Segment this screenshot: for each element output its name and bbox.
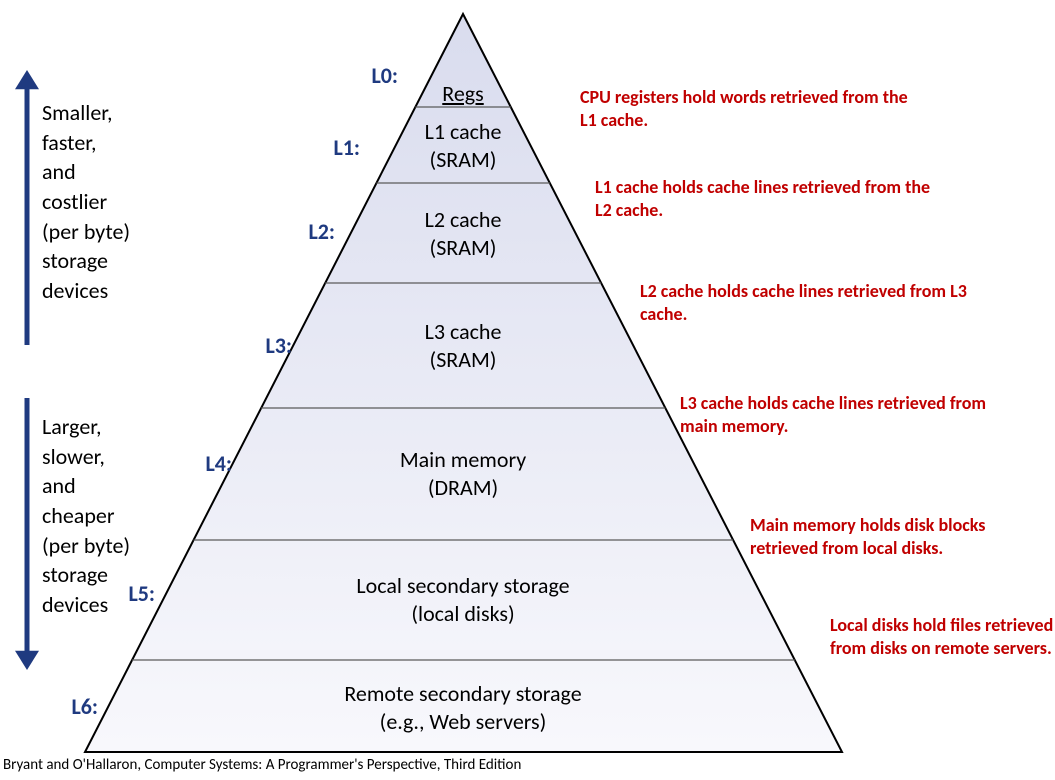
level-label-l2: L2: [275,218,335,245]
tier-text-l5: Local secondary storage(local disks) [356,572,569,627]
tier-text-l2: L2 cache(SRAM) [425,206,502,261]
level-label-l0: L0: [338,62,398,89]
level-label-l3: L3: [232,332,292,359]
description-l1: L1 cache holds cache lines retrieved fro… [595,176,935,221]
tier-text-l3: L3 cache(SRAM) [425,318,502,373]
memory-hierarchy-diagram: Smaller, faster, and costlier (per byte)… [0,0,1055,780]
level-label-l4: L4: [172,450,232,477]
level-label-l5: L5: [95,580,155,607]
tier-text-l6: Remote secondary storage(e.g., Web serve… [344,680,581,735]
level-label-l6: L6: [38,693,98,720]
citation-text: Bryant and O'Hallaron, Computer Systems:… [3,756,521,774]
side-text-smaller-faster: Smaller, faster, and costlier (per byte)… [42,98,130,306]
description-l3: L3 cache holds cache lines retrieved fro… [680,392,1020,437]
tier-text-l0: Regs [442,80,483,108]
description-l5: Local disks hold files retrieved from di… [830,614,1055,659]
tier-text-l1: L1 cache(SRAM) [425,118,502,173]
description-l2: L2 cache holds cache lines retrieved fro… [640,280,980,325]
level-label-l1: L1: [300,134,360,161]
description-l4: Main memory holds disk blocks retrieved … [750,514,1055,559]
description-l0: CPU registers hold words retrieved from … [580,86,920,131]
tier-text-l4: Main memory(DRAM) [400,446,526,501]
